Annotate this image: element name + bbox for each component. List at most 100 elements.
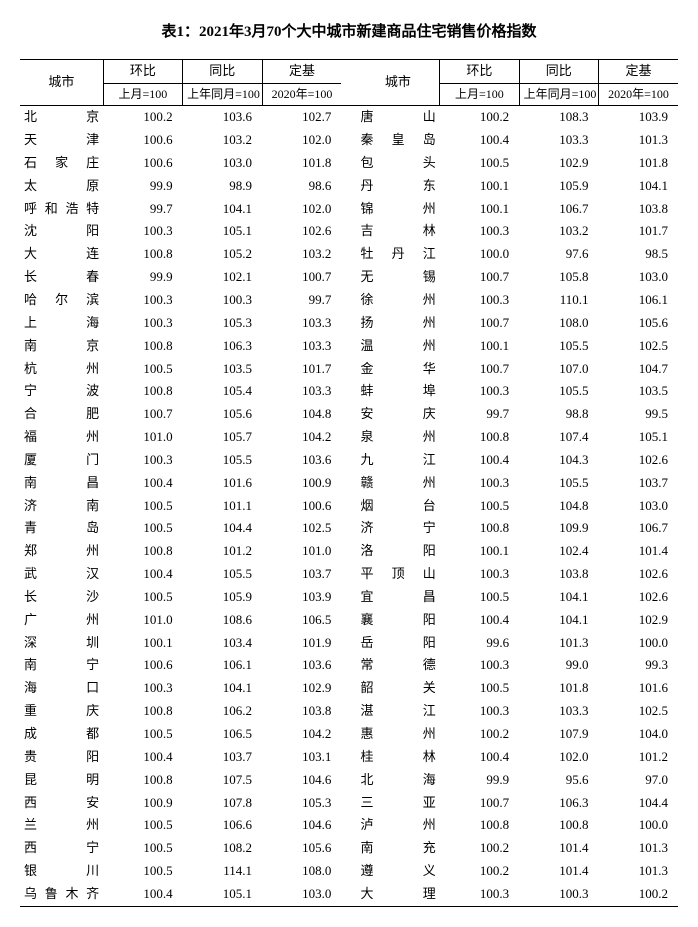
city-cell: 福 州 <box>20 426 103 449</box>
city-cell: 秦 皇 岛 <box>357 129 440 152</box>
city-cell: 常 德 <box>357 654 440 677</box>
mom-cell: 100.4 <box>103 883 182 906</box>
mom-cell: 99.7 <box>440 403 519 426</box>
yoy-cell: 106.1 <box>183 654 262 677</box>
base-cell: 102.6 <box>262 220 341 243</box>
yoy-cell: 103.2 <box>519 220 598 243</box>
table-row: 福 州101.0105.7104.2泉 州100.8107.4105.1 <box>20 426 678 449</box>
base-cell: 103.3 <box>262 335 341 358</box>
mom-cell: 100.4 <box>103 746 182 769</box>
base-cell: 101.7 <box>262 358 341 381</box>
mom-cell: 100.5 <box>440 495 519 518</box>
yoy-cell: 106.3 <box>519 792 598 815</box>
mom-cell: 100.8 <box>103 380 182 403</box>
city-cell: 银 川 <box>20 860 103 883</box>
yoy-cell: 108.2 <box>183 837 262 860</box>
table-row: 深 圳100.1103.4101.9岳 阳99.6101.3100.0 <box>20 632 678 655</box>
city-cell: 杭 州 <box>20 358 103 381</box>
city-cell: 湛 江 <box>357 700 440 723</box>
base-cell: 102.6 <box>599 449 678 472</box>
base-cell: 102.9 <box>599 609 678 632</box>
yoy-cell: 99.0 <box>519 654 598 677</box>
yoy-cell: 101.8 <box>519 677 598 700</box>
city-cell: 沈 阳 <box>20 220 103 243</box>
yoy-cell: 114.1 <box>183 860 262 883</box>
hdr-yoy-right: 同比 <box>519 60 598 84</box>
base-cell: 108.0 <box>262 860 341 883</box>
mom-cell: 99.6 <box>440 632 519 655</box>
base-cell: 101.2 <box>599 746 678 769</box>
mom-cell: 100.3 <box>440 220 519 243</box>
mom-cell: 100.4 <box>440 129 519 152</box>
base-cell: 100.0 <box>599 632 678 655</box>
base-cell: 102.5 <box>599 335 678 358</box>
table-row: 武 汉100.4105.5103.7平 顶 山100.3103.8102.6 <box>20 563 678 586</box>
base-cell: 104.1 <box>599 175 678 198</box>
table-row: 南 昌100.4101.6100.9赣 州100.3105.5103.7 <box>20 472 678 495</box>
base-cell: 103.0 <box>262 883 341 906</box>
table-row: 杭 州100.5103.5101.7金 华100.7107.0104.7 <box>20 358 678 381</box>
mom-cell: 100.2 <box>440 860 519 883</box>
base-cell: 101.3 <box>599 860 678 883</box>
base-cell: 106.5 <box>262 609 341 632</box>
yoy-cell: 103.3 <box>519 129 598 152</box>
city-cell: 西 安 <box>20 792 103 815</box>
mom-cell: 100.5 <box>440 152 519 175</box>
city-cell: 石 家 庄 <box>20 152 103 175</box>
city-cell: 太 原 <box>20 175 103 198</box>
mom-cell: 100.5 <box>440 586 519 609</box>
hdr-mom-left: 环比 <box>103 60 182 84</box>
yoy-cell: 106.7 <box>519 198 598 221</box>
yoy-cell: 103.7 <box>183 746 262 769</box>
city-cell: 锦 州 <box>357 198 440 221</box>
mom-cell: 100.1 <box>103 632 182 655</box>
mom-cell: 100.2 <box>440 106 519 129</box>
mom-cell: 101.0 <box>103 609 182 632</box>
city-cell: 济 南 <box>20 495 103 518</box>
table-body: 北 京100.2103.6102.7唐 山100.2108.3103.9天 津1… <box>20 106 678 907</box>
base-cell: 101.0 <box>262 540 341 563</box>
city-cell: 襄 阳 <box>357 609 440 632</box>
yoy-cell: 98.9 <box>183 175 262 198</box>
mom-cell: 100.7 <box>440 358 519 381</box>
table-row: 济 南100.5101.1100.6烟 台100.5104.8103.0 <box>20 495 678 518</box>
city-cell: 赣 州 <box>357 472 440 495</box>
mom-cell: 100.1 <box>440 198 519 221</box>
base-cell: 101.6 <box>599 677 678 700</box>
hdr-city-left: 城市 <box>20 60 103 106</box>
base-cell: 103.3 <box>262 380 341 403</box>
base-cell: 104.8 <box>262 403 341 426</box>
mom-cell: 99.9 <box>440 769 519 792</box>
base-cell: 101.3 <box>599 129 678 152</box>
city-cell: 西 宁 <box>20 837 103 860</box>
mom-cell: 100.8 <box>440 426 519 449</box>
city-cell: 大 理 <box>357 883 440 906</box>
yoy-cell: 104.1 <box>183 198 262 221</box>
base-cell: 102.5 <box>262 517 341 540</box>
table-row: 西 安100.9107.8105.3三 亚100.7106.3104.4 <box>20 792 678 815</box>
base-cell: 103.0 <box>599 495 678 518</box>
table-row: 西 宁100.5108.2105.6南 充100.2101.4101.3 <box>20 837 678 860</box>
table-row: 石 家 庄100.6103.0101.8包 头100.5102.9101.8 <box>20 152 678 175</box>
table-row: 贵 阳100.4103.7103.1桂 林100.4102.0101.2 <box>20 746 678 769</box>
table-row: 呼和浩特99.7104.1102.0锦 州100.1106.7103.8 <box>20 198 678 221</box>
yoy-cell: 101.2 <box>183 540 262 563</box>
base-cell: 103.9 <box>262 586 341 609</box>
city-cell: 北 海 <box>357 769 440 792</box>
hdr-mom-right: 环比 <box>440 60 519 84</box>
table-row: 长 春99.9102.1100.7无 锡100.7105.8103.0 <box>20 266 678 289</box>
mom-cell: 100.4 <box>440 746 519 769</box>
yoy-cell: 105.5 <box>183 449 262 472</box>
yoy-cell: 107.8 <box>183 792 262 815</box>
base-cell: 105.6 <box>262 837 341 860</box>
yoy-cell: 105.9 <box>519 175 598 198</box>
city-cell: 青 岛 <box>20 517 103 540</box>
city-cell: 南 昌 <box>20 472 103 495</box>
city-cell: 上 海 <box>20 312 103 335</box>
base-cell: 101.8 <box>599 152 678 175</box>
base-cell: 103.9 <box>599 106 678 129</box>
base-cell: 103.6 <box>262 654 341 677</box>
yoy-cell: 100.8 <box>519 814 598 837</box>
mom-cell: 100.5 <box>103 837 182 860</box>
city-cell: 长 沙 <box>20 586 103 609</box>
